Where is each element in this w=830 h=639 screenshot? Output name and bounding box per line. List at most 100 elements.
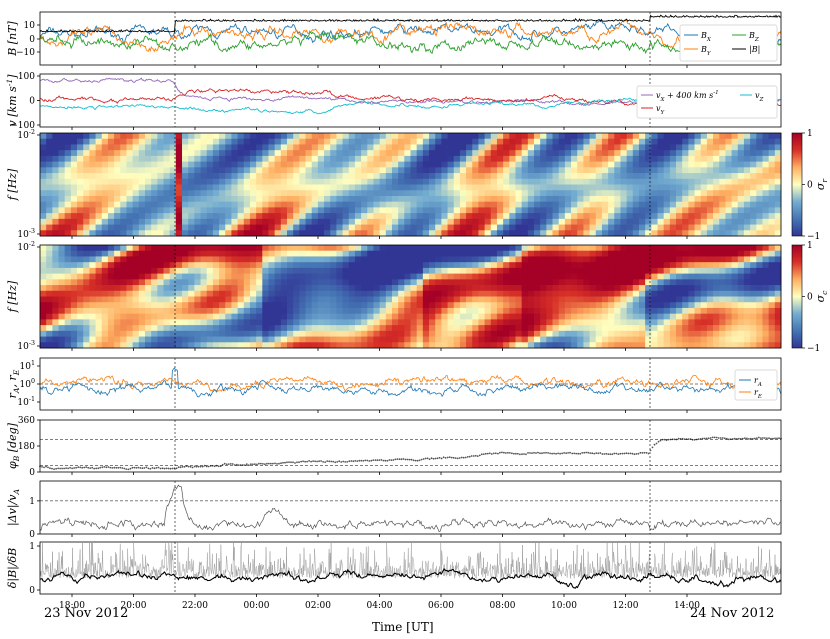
heatmap-cell <box>429 319 436 326</box>
heatmap-cell <box>373 313 381 320</box>
heatmap-cell <box>175 330 183 337</box>
heatmap-cell <box>762 155 770 163</box>
heatmap-cell <box>472 138 479 145</box>
heatmap-cell <box>688 230 695 237</box>
heatmap-cell <box>713 224 720 231</box>
heatmap-cell <box>632 178 640 185</box>
heatmap-cell <box>496 285 504 292</box>
heatmap-cell <box>614 161 621 168</box>
heatmap-cell <box>645 144 652 151</box>
heatmap-cell <box>182 245 189 252</box>
heatmap-cell <box>447 319 455 326</box>
heatmap-cell <box>194 150 201 157</box>
heatmap-cell <box>268 207 276 214</box>
heatmap-cell <box>398 245 405 252</box>
heatmap-cell <box>373 267 381 275</box>
heatmap-cell <box>558 245 566 252</box>
heatmap-cell <box>731 330 739 337</box>
phi-point <box>659 439 662 442</box>
heatmap-cell <box>608 161 615 168</box>
heatmap-cell <box>620 296 628 303</box>
heatmap-cell <box>268 161 276 168</box>
heatmap-cell <box>706 190 714 197</box>
heatmap-cell <box>212 213 220 220</box>
phi-point <box>549 452 551 455</box>
heatmap-cell <box>354 150 362 157</box>
heatmap-cell <box>268 213 276 220</box>
heatmap-cell <box>157 279 164 286</box>
colorbar-tick-label: −1 <box>807 232 820 242</box>
heatmap-cell <box>114 267 121 275</box>
heatmap-cell <box>571 262 578 269</box>
heatmap-cell <box>682 313 689 320</box>
heatmap-cell <box>429 195 436 203</box>
heatmap-cell <box>120 201 127 208</box>
heatmap-cell <box>552 262 560 269</box>
heatmap-cell <box>219 336 226 343</box>
heatmap-cell <box>552 178 560 185</box>
phi-point <box>51 467 53 470</box>
heatmap-cell <box>330 267 337 275</box>
heatmap-cell <box>336 290 343 297</box>
heatmap-cell <box>95 184 103 191</box>
heatmap-cell <box>157 273 164 280</box>
heatmap-cell <box>608 330 615 337</box>
heatmap-cell <box>466 319 473 326</box>
heatmap-cell <box>571 133 578 140</box>
heatmap-cell <box>354 155 362 163</box>
heatmap-cell <box>299 342 306 349</box>
heatmap-cell <box>194 313 201 320</box>
heatmap-cell <box>750 167 757 174</box>
heatmap-cell <box>379 138 387 145</box>
heatmap-cell <box>453 302 461 309</box>
heatmap-cell <box>682 285 689 292</box>
heatmap-cell <box>632 302 640 309</box>
heatmap-cell <box>577 279 584 286</box>
heatmap-cell <box>114 336 121 343</box>
heatmap-cell <box>206 302 214 309</box>
heatmap-cell <box>466 250 473 257</box>
heatmap-cell <box>700 190 708 197</box>
heatmap-cell <box>441 330 448 337</box>
heatmap-cell <box>367 161 374 168</box>
heatmap-cell <box>64 302 72 309</box>
heatmap-cell <box>713 138 720 145</box>
heatmap-cell <box>719 150 726 157</box>
heatmap-cell <box>317 267 325 275</box>
heatmap-cell <box>750 319 757 326</box>
heatmap-cell <box>496 155 504 163</box>
heatmap-cell <box>632 342 640 349</box>
heatmap-cell <box>212 190 220 197</box>
heatmap-cell <box>212 167 220 174</box>
heatmap-cell <box>311 245 319 252</box>
heatmap-cell <box>564 218 572 225</box>
heatmap-cell <box>466 245 473 252</box>
heatmap-cell <box>274 342 282 349</box>
heatmap-cell <box>416 207 424 214</box>
heatmap-cell <box>40 161 47 168</box>
heatmap-cell <box>614 207 621 214</box>
phi-point <box>67 467 69 470</box>
heatmap-cell <box>83 285 90 292</box>
heatmap-cell <box>188 230 195 237</box>
heatmap-cell <box>466 173 473 180</box>
heatmap-cell <box>694 325 702 332</box>
heatmap-cell <box>274 267 282 275</box>
heatmap-cell <box>243 285 251 292</box>
heatmap-cell <box>459 138 467 145</box>
heatmap-cell <box>249 330 257 337</box>
heatmap-cell <box>256 279 263 286</box>
heatmap-cell <box>274 245 282 252</box>
heatmap-cell <box>77 245 84 252</box>
heatmap-cell <box>107 296 115 303</box>
heatmap-cell <box>700 267 708 275</box>
heatmap-cell <box>688 267 695 275</box>
heatmap-cell <box>107 279 115 286</box>
heatmap-cell <box>77 218 84 225</box>
heatmap-cell <box>120 313 127 320</box>
phi-point <box>342 460 345 463</box>
heatmap-cell <box>144 319 152 326</box>
heatmap-cell <box>509 173 516 180</box>
heatmap-cell <box>768 144 776 151</box>
heatmap-cell <box>509 150 516 157</box>
